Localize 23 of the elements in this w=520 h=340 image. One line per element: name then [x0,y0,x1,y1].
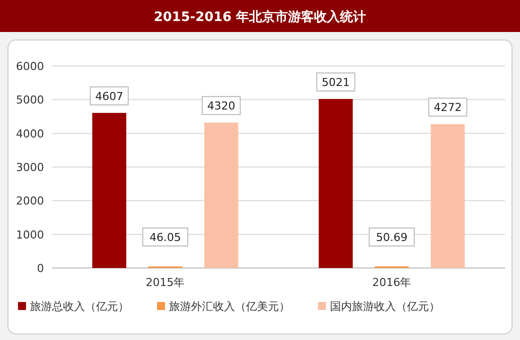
y-tick-label: 1000 [16,228,44,242]
y-tick-label: 5000 [16,94,44,107]
data-label: 4607 [95,90,124,103]
bar [318,98,353,268]
legend-label: 旅游总收入（亿元） [30,300,129,313]
data-label: 4320 [207,100,236,113]
data-label: 46.05 [150,231,181,244]
x-tick-label: 2015年 [146,276,185,289]
bar [92,112,126,268]
data-label: 50.69 [376,231,408,244]
chart-title: 2015-2016 年北京市游客收入统计 [154,9,366,25]
data-label: 5021 [322,76,350,89]
y-tick-label: 0 [37,262,44,275]
x-tick-label: 2016年 [372,276,412,289]
y-tick-label: 6000 [16,60,44,73]
bar [430,124,465,268]
legend-label: 旅游外汇收入（亿美元） [169,300,290,313]
y-tick-label: 2000 [16,194,44,208]
y-tick-label: 4000 [16,127,44,140]
data-label: 4272 [434,101,462,114]
y-tick-label: 3000 [16,161,44,174]
legend-label: 国内旅游收入（亿元） [330,300,440,313]
bar [204,122,238,268]
